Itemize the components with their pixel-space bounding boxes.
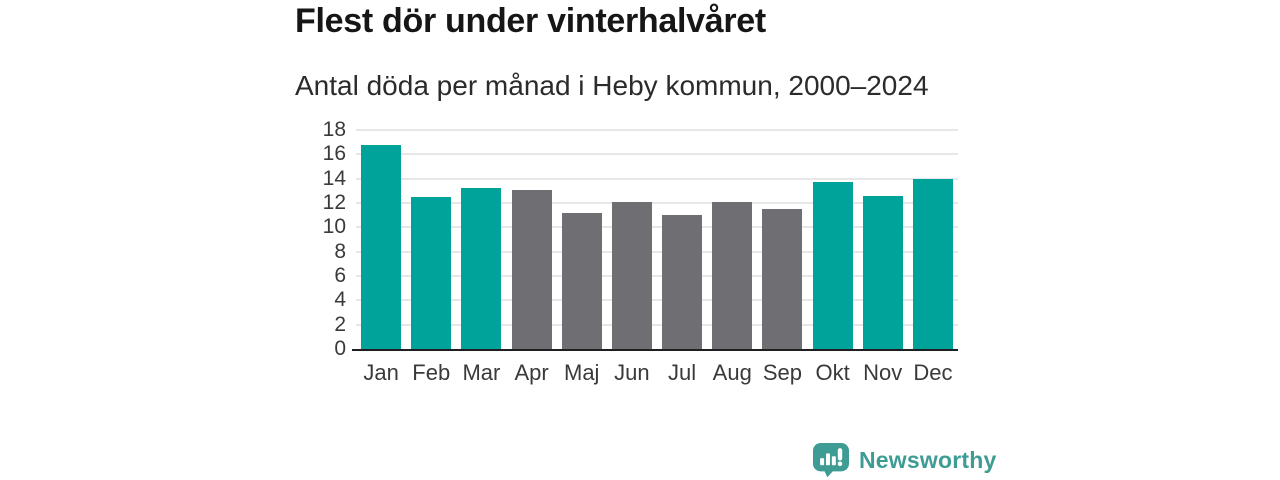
y-tick-label-2: 2	[334, 312, 346, 336]
y-tick-label-8: 8	[334, 239, 346, 263]
x-tick-label-jan: Jan	[363, 360, 399, 385]
gridline-y-10	[356, 226, 958, 229]
y-tick-label-0: 0	[334, 337, 346, 360]
y-tick-label-6: 6	[334, 264, 346, 287]
x-axis-line	[352, 349, 958, 351]
newsworthy-logo-text: Newsworthy	[859, 447, 997, 473]
bar-apr	[511, 189, 552, 349]
x-tick-label-sep: Sep	[762, 360, 802, 385]
x-tick-label-aug: Aug	[712, 360, 752, 385]
x-tick-label-jun: Jun	[614, 360, 650, 385]
bar-nov	[862, 195, 903, 349]
bar-jul	[662, 215, 703, 349]
bar-chart-speech-bubble-icon	[813, 442, 849, 478]
bar-aug	[712, 201, 753, 349]
x-tick-label-feb: Feb	[412, 360, 451, 385]
x-tick-label-dec: Dec	[913, 360, 953, 385]
gridline-y-4	[356, 299, 958, 302]
chart-subtitle: Antal döda per månad i Heby kommun, 2000…	[295, 70, 929, 101]
gridline-y-12	[356, 202, 958, 204]
bar-jan	[361, 144, 402, 349]
y-tick-label-10: 10	[322, 215, 346, 239]
x-tick-label-maj: Maj	[564, 360, 600, 385]
gridline-y-18	[356, 129, 958, 131]
bar-mar	[461, 188, 502, 349]
y-tick-label-12: 12	[322, 191, 346, 214]
y-tick-label-14: 14	[322, 166, 346, 190]
gridline-y-2	[356, 323, 958, 326]
x-tick-label-jul: Jul	[668, 360, 697, 385]
x-tick-label-mar: Mar	[462, 360, 501, 385]
y-tick-label-16: 16	[322, 142, 346, 166]
y-tick-label-18: 18	[322, 118, 346, 141]
bar-okt	[812, 182, 853, 349]
gridline-y-6	[356, 275, 958, 277]
x-tick-label-okt: Okt	[815, 360, 850, 385]
bar-feb	[411, 196, 452, 349]
gridline-y-14	[356, 177, 958, 180]
bar-maj	[561, 212, 602, 349]
x-tick-label-apr: Apr	[514, 360, 549, 385]
gridline-y-8	[356, 250, 958, 253]
y-tick-label-4: 4	[334, 288, 346, 312]
gridline-y-16	[356, 153, 958, 156]
bar-chart-plot-area: 0 2 4 6 8 10 12 14 16 18 Jan Feb Mar Apr Maj Jun Jul Aug…	[323, 119, 958, 385]
chart-title: Flest dör under vinterhalvåret	[295, 2, 766, 40]
bar-dec	[912, 178, 953, 349]
newsworthy-logo: Newsworthy	[812, 442, 996, 478]
x-tick-label-nov: Nov	[863, 360, 903, 385]
bar-sep	[762, 209, 803, 349]
bar-jun	[611, 201, 652, 349]
